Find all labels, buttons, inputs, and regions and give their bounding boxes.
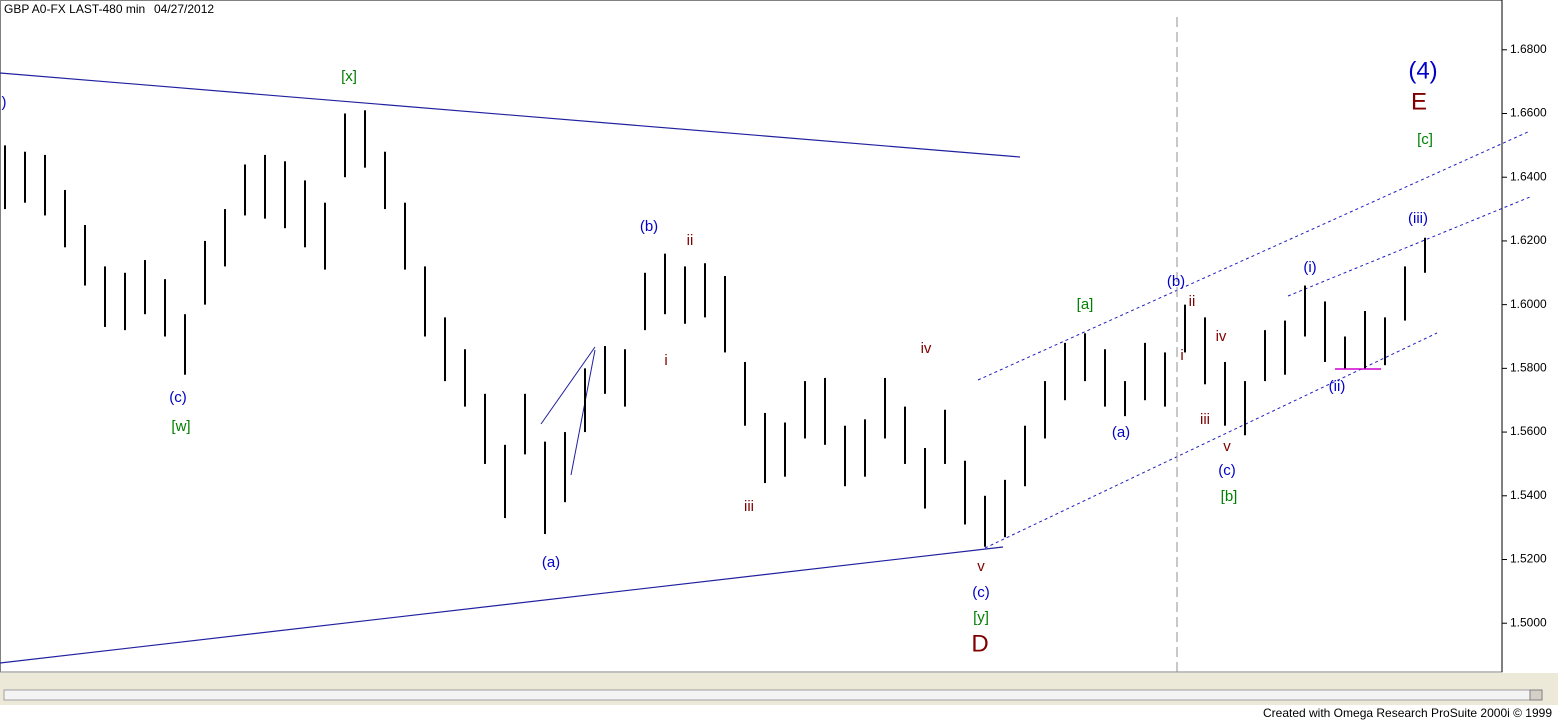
wave-label: [a] xyxy=(1077,296,1094,313)
footer: Created with Omega Research ProSuite 200… xyxy=(1263,706,1552,720)
y-tick-label: 1.5400 xyxy=(1510,488,1547,502)
wave-label: [b] xyxy=(1221,488,1238,505)
y-tick-label: 1.5000 xyxy=(1510,615,1547,629)
wave-label: [c] xyxy=(1417,131,1433,148)
scrollbar[interactable] xyxy=(3,689,1535,701)
wave-label: D xyxy=(971,630,988,657)
wave-label: ii xyxy=(687,232,694,249)
wave-label: (b) xyxy=(1167,273,1185,290)
wave-label: (b) xyxy=(640,218,658,235)
y-tick-label: 1.6000 xyxy=(1510,297,1547,311)
wave-label: ) xyxy=(2,94,7,111)
wave-label: (iii) xyxy=(1408,210,1428,227)
chart-title: GBP A0-FX LAST-480 min xyxy=(4,2,145,16)
wave-label: [w] xyxy=(171,418,190,435)
trendline xyxy=(540,346,596,425)
trendline xyxy=(0,72,1021,158)
y-tick-label: 1.5800 xyxy=(1510,361,1547,375)
channel-line xyxy=(1287,196,1531,297)
scroll-thumb[interactable] xyxy=(1529,689,1543,701)
wave-label: i xyxy=(664,352,667,369)
wave-label: ii xyxy=(1189,293,1196,310)
wave-label: v xyxy=(1223,438,1231,455)
wave-label: (a) xyxy=(1112,424,1130,441)
wave-label: E xyxy=(1411,88,1427,115)
chart-date: 04/27/2012 xyxy=(154,2,214,16)
y-tick-label: 1.5200 xyxy=(1510,552,1547,566)
wave-label: iii xyxy=(744,498,754,515)
wave-label: iv xyxy=(921,340,932,357)
wave-label: iv xyxy=(1216,328,1227,345)
wave-label: (ii) xyxy=(1329,378,1346,395)
wave-label: (c) xyxy=(1218,462,1236,479)
channel-line xyxy=(977,130,1531,381)
wave-label: i xyxy=(1180,347,1183,364)
wave-label: v xyxy=(977,558,985,575)
y-tick-label: 1.6600 xyxy=(1510,106,1547,120)
y-tick-label: 1.6200 xyxy=(1510,233,1547,247)
y-tick-label: 1.6800 xyxy=(1510,42,1547,56)
wave-label: (c) xyxy=(972,584,990,601)
y-tick-label: 1.6400 xyxy=(1510,169,1547,183)
y-tick-label: 1.5600 xyxy=(1510,424,1547,438)
wave-label: (4) xyxy=(1408,57,1437,84)
wave-label: (a) xyxy=(542,554,560,571)
wave-label: [y] xyxy=(973,609,989,626)
wave-label: iii xyxy=(1200,411,1210,428)
wave-label: (c) xyxy=(169,389,187,406)
trendline xyxy=(0,546,1004,664)
wave-label: (i) xyxy=(1303,259,1316,276)
trendline xyxy=(570,349,596,476)
wave-label: [x] xyxy=(341,68,357,85)
